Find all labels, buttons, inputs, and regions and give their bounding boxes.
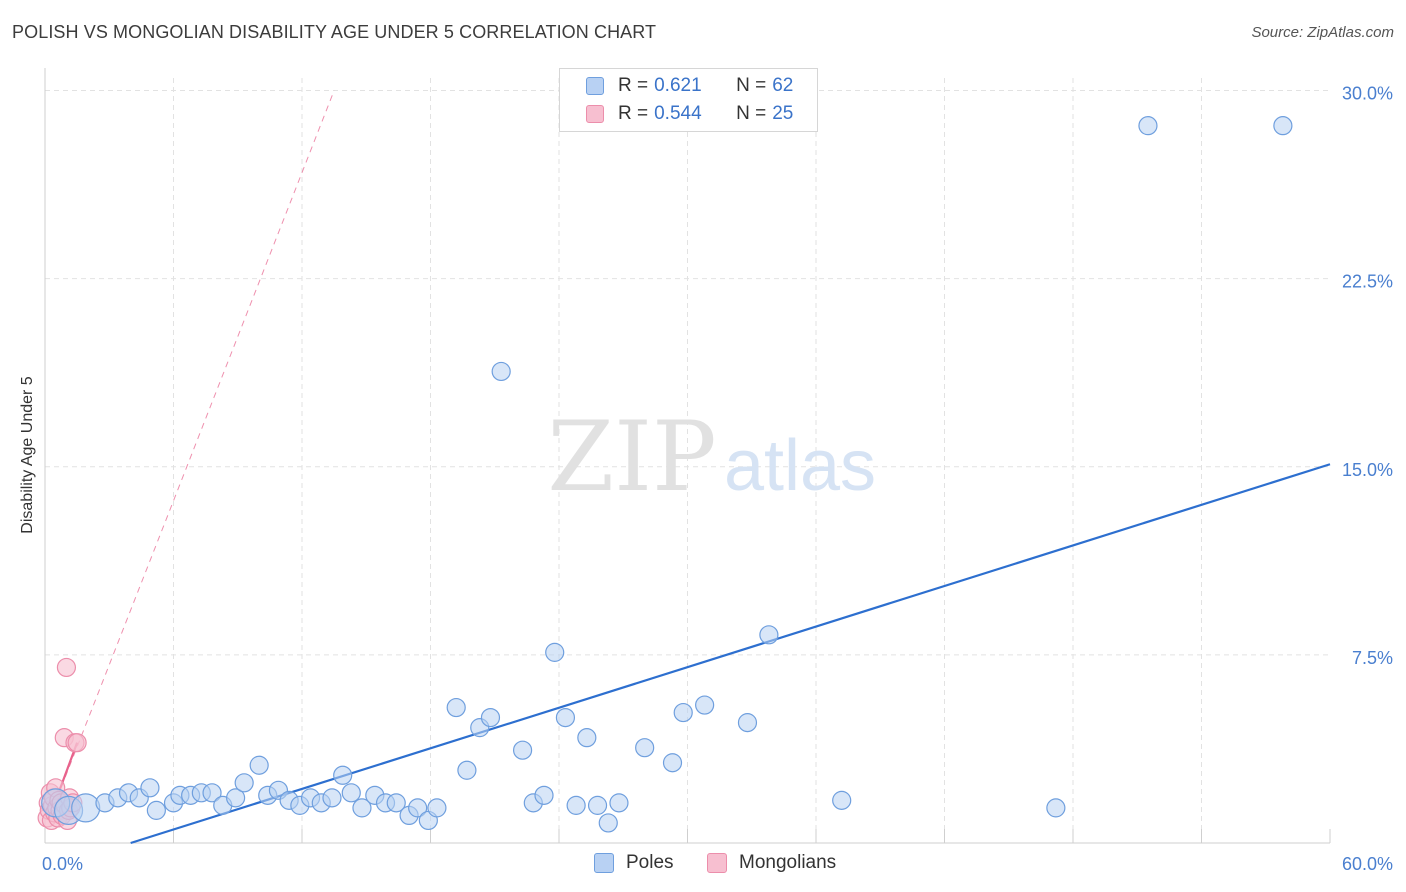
mongolians-r-label: R = xyxy=(618,103,649,124)
mongolians-n-label: N = xyxy=(736,103,767,124)
poles-point-48 xyxy=(598,813,618,833)
data-points xyxy=(37,116,1293,833)
poles-point-58 xyxy=(1138,116,1158,136)
poles-point-32 xyxy=(408,798,428,818)
mongolians-legend-swatch xyxy=(707,853,727,873)
poles-point-45 xyxy=(566,795,586,815)
poles-n-value: 62 xyxy=(772,75,794,96)
poles-point-16 xyxy=(234,773,254,793)
y-axis-label: Disability Age Under 5 xyxy=(19,376,36,534)
y-tick-label-0: 7.5% xyxy=(1352,648,1393,668)
poles-point-57 xyxy=(1046,798,1066,818)
poles-point-43 xyxy=(545,642,565,662)
poles-point-51 xyxy=(662,753,683,773)
poles-point-38 xyxy=(480,707,501,728)
poles-point-59 xyxy=(1273,116,1293,136)
mongolians-point-17 xyxy=(56,657,77,678)
poles-point-47 xyxy=(587,795,608,815)
series-legend: Poles Mongolians xyxy=(0,852,1406,878)
poles-point-25 xyxy=(333,765,353,785)
legend-item-mongolians[interactable]: Mongolians xyxy=(707,852,836,874)
mongolians-n-value: 25 xyxy=(772,103,794,124)
poles-point-39 xyxy=(491,361,511,382)
poles-trend-line xyxy=(130,463,1331,845)
mongolians-swatch xyxy=(586,105,604,123)
poles-point-2 xyxy=(71,793,101,823)
poles-point-55 xyxy=(759,625,779,645)
poles-point-15 xyxy=(226,788,246,808)
poles-point-36 xyxy=(457,760,477,780)
y-tick-label-2: 22.5% xyxy=(1342,272,1393,292)
poles-swatch xyxy=(586,77,604,95)
poles-point-49 xyxy=(609,793,629,813)
watermark: ZIP atlas xyxy=(547,401,876,513)
poles-point-53 xyxy=(695,695,715,715)
tick-labels: 7.5% 15.0% 22.5% 30.0% 0.0% 60.0% xyxy=(42,84,1393,874)
y-tick-label-3: 30.0% xyxy=(1342,84,1393,104)
poles-point-8 xyxy=(146,800,166,820)
poles-point-54 xyxy=(737,713,758,733)
poles-r-label: R = xyxy=(618,75,649,96)
poles-n-label: N = xyxy=(736,75,767,96)
y-tick-label-1: 15.0% xyxy=(1342,460,1393,480)
poles-r-value: 0.621 xyxy=(654,75,702,96)
poles-point-50 xyxy=(635,738,655,758)
poles-legend-swatch xyxy=(594,853,614,873)
poles-point-42 xyxy=(534,785,554,805)
mongolians-point-24 xyxy=(67,733,87,753)
poles-point-46 xyxy=(577,728,597,748)
watermark-zip: ZIP xyxy=(547,401,716,513)
legend-item-poles[interactable]: Poles xyxy=(594,852,674,874)
poles-point-52 xyxy=(673,702,693,723)
legend-row-mongolians: R = 0.544 N = 25 xyxy=(586,102,793,126)
mongolians-legend-label: Mongolians xyxy=(739,852,837,873)
watermark-atlas: atlas xyxy=(724,426,876,506)
chart-title: POLISH VS MONGOLIAN DISABILITY AGE UNDER… xyxy=(12,22,657,42)
source-label: Source: ZipAtlas.com xyxy=(1251,24,1394,41)
poles-point-26 xyxy=(341,783,361,803)
poles-point-24 xyxy=(322,788,342,808)
poles-point-56 xyxy=(832,790,852,810)
poles-point-35 xyxy=(446,697,466,718)
poles-point-30 xyxy=(386,793,406,813)
poles-point-13 xyxy=(202,783,222,803)
axes xyxy=(44,68,1331,844)
mongolians-r-value: 0.544 xyxy=(654,103,702,124)
poles-point-7 xyxy=(140,778,160,798)
correlation-legend: R = 0.621 N = 62 R = 0.544 N = 25 xyxy=(559,68,818,132)
poles-point-40 xyxy=(512,740,533,760)
legend-row-poles: R = 0.621 N = 62 xyxy=(586,74,793,98)
poles-point-44 xyxy=(555,707,576,728)
poles-point-17 xyxy=(249,755,269,775)
mongolians-trend-extended xyxy=(48,90,335,819)
poles-point-27 xyxy=(352,798,372,818)
x-tick-label-0: 0.0% xyxy=(42,854,83,874)
poles-point-34 xyxy=(427,798,447,818)
poles-legend-label: Poles xyxy=(626,852,674,873)
x-tick-label-1: 60.0% xyxy=(1342,854,1393,874)
